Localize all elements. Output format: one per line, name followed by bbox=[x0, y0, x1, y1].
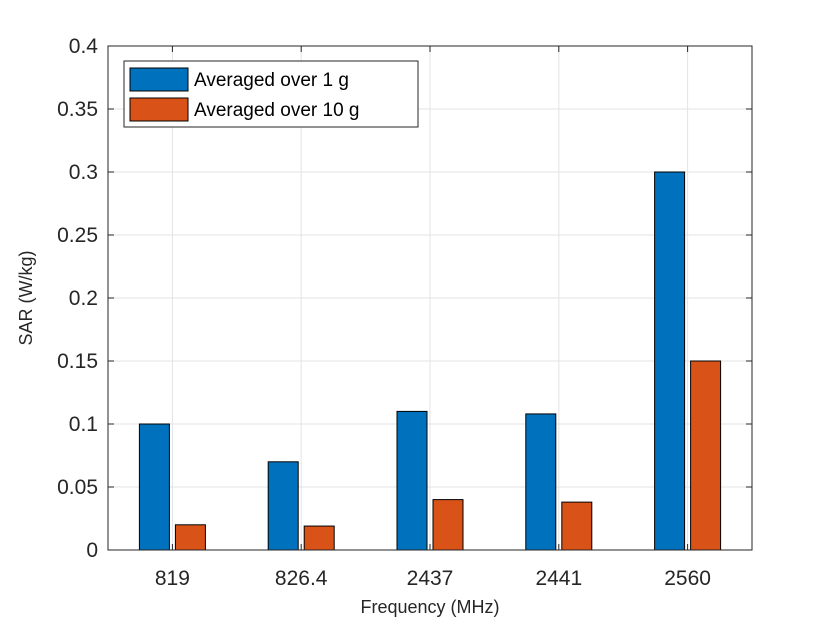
y-tick-labels: 0 0.05 0.1 0.15 0.2 0.25 0.3 0.35 0.4 bbox=[57, 35, 98, 562]
bar-series-2-2441 bbox=[561, 501, 593, 551]
bar-series-1-819 bbox=[138, 423, 170, 551]
y-tick-label: 0.4 bbox=[69, 35, 99, 58]
y-tick-label: 0.3 bbox=[69, 161, 98, 184]
y-tick-label: 0.05 bbox=[57, 476, 98, 499]
bar-series-2-826.4 bbox=[303, 525, 335, 551]
bar-series-2-819 bbox=[174, 524, 206, 551]
x-tick-label: 819 bbox=[155, 567, 190, 590]
bar-series-1-826.4 bbox=[267, 461, 299, 551]
y-tick-label: 0.1 bbox=[69, 413, 98, 436]
x-tick-label: 826.4 bbox=[275, 567, 328, 590]
bar-series-1-2441 bbox=[525, 413, 557, 551]
axis-ticks bbox=[108, 45, 752, 551]
x-tick-label: 2437 bbox=[407, 567, 454, 590]
bar-series-1-2560 bbox=[654, 171, 686, 551]
y-tick-label: 0 bbox=[86, 539, 98, 562]
legend-swatch-series-1 bbox=[129, 67, 189, 92]
x-tick-label: 2560 bbox=[664, 567, 711, 590]
y-tick-label: 0.35 bbox=[57, 98, 98, 121]
y-tick-label: 0.25 bbox=[57, 224, 98, 247]
legend-label-series-1: Averaged over 1 g bbox=[194, 70, 349, 91]
legend-swatch-series-2 bbox=[129, 97, 189, 122]
legend[interactable]: Averaged over 1 g Averaged over 10 g bbox=[123, 60, 419, 128]
bar-series-2-2437 bbox=[432, 499, 464, 551]
x-tick-labels: 819 826.4 2437 2441 2560 bbox=[155, 567, 711, 590]
y-tick-label: 0.15 bbox=[57, 350, 98, 373]
bar-series-2-2560 bbox=[690, 360, 722, 551]
x-axis-title: Frequency (MHz) bbox=[360, 597, 499, 617]
bars bbox=[138, 171, 722, 551]
y-axis-title: SAR (W/kg) bbox=[16, 250, 36, 345]
bar-series-1-2437 bbox=[396, 410, 428, 551]
y-tick-label: 0.2 bbox=[69, 287, 98, 310]
x-tick-label: 2441 bbox=[535, 567, 582, 590]
legend-label-series-2: Averaged over 10 g bbox=[194, 100, 360, 121]
